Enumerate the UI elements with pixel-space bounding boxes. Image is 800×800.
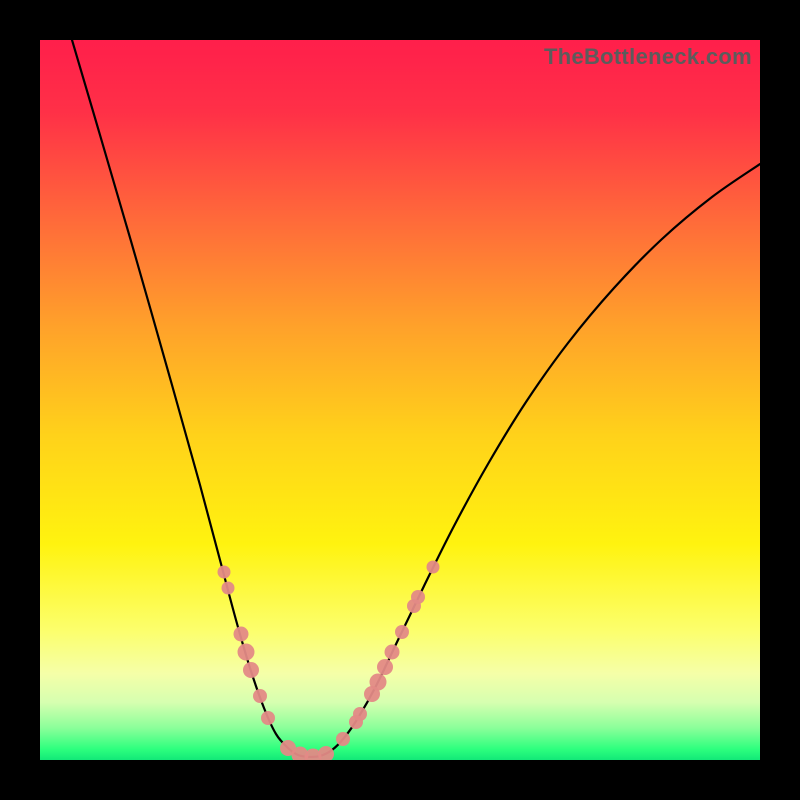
data-marker — [336, 732, 350, 746]
data-marker — [238, 644, 255, 661]
watermark-text: TheBottleneck.com — [544, 44, 752, 70]
data-marker — [395, 625, 409, 639]
data-marker — [370, 674, 387, 691]
data-marker — [234, 627, 249, 642]
data-marker — [261, 711, 275, 725]
chart-frame: TheBottleneck.com — [0, 0, 800, 800]
data-marker — [411, 590, 425, 604]
plot-area: TheBottleneck.com — [40, 40, 760, 760]
data-marker — [253, 689, 267, 703]
data-marker — [385, 645, 400, 660]
chart-svg — [40, 40, 760, 760]
data-marker — [377, 659, 393, 675]
background-gradient — [40, 40, 760, 760]
data-marker — [218, 566, 231, 579]
data-marker — [243, 662, 259, 678]
data-marker — [427, 561, 440, 574]
data-marker — [353, 707, 367, 721]
data-marker — [222, 582, 235, 595]
